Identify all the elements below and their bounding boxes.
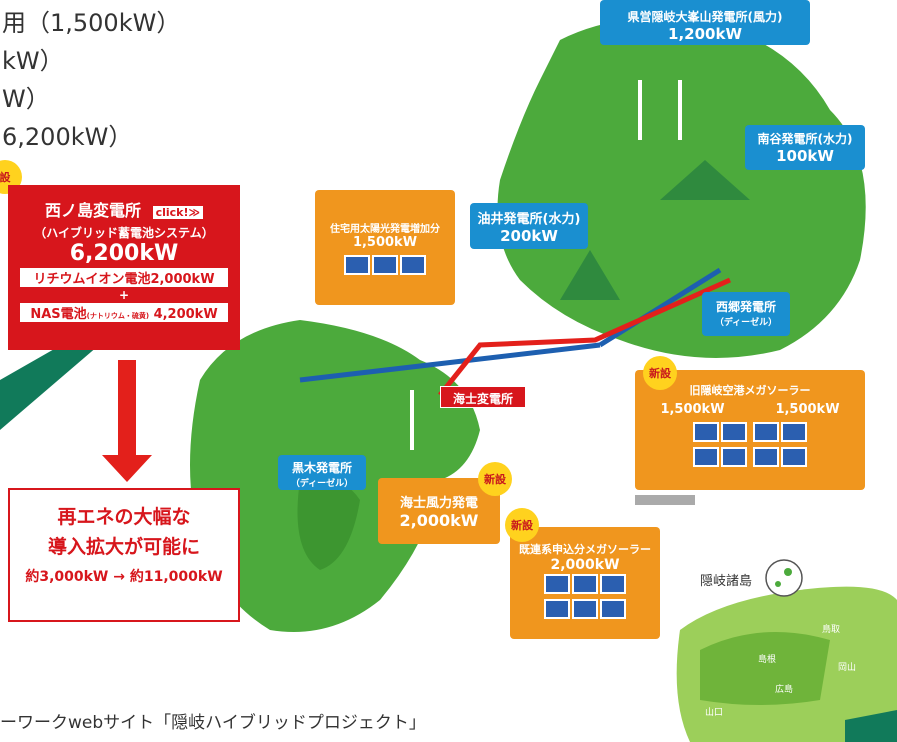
plant-value: 1,500kW (660, 402, 724, 417)
plant-value: 200kW (470, 227, 588, 245)
label: 黒木発電所（ディーゼル） (278, 455, 366, 490)
lithium: リチウムイオン電池2,000kW (20, 268, 228, 287)
nas: NAS電池 (30, 307, 86, 322)
prefecture: 山口 (705, 705, 723, 718)
plant-name: 県営隠岐大峯山発電所(風力) (600, 8, 810, 25)
substation-total: 6,200kW (8, 241, 240, 266)
plant-value: 2,000kW (510, 557, 660, 573)
plant-name: 住宅用太陽光発電増加分 (315, 220, 455, 235)
plant-name: 黒木発電所 (278, 459, 366, 476)
badge: 新設 (643, 356, 677, 390)
intro-line: 6,200kW） (2, 118, 180, 156)
prefecture: 島根 (758, 652, 776, 665)
plant-name: 油井発電所(水力) (470, 208, 588, 227)
intro: 用（1,500kW） kW） W） 6,200kW） (2, 4, 180, 156)
plant-note: （ディーゼル） (278, 476, 366, 489)
substation-system: （ハイブリッド蓄電池システム） (8, 224, 240, 241)
label: 県営隠岐大峯山発電所(風力)1,200kW (600, 0, 810, 45)
plant-value: 1,200kW (600, 25, 810, 43)
plant-note: （ディーゼル） (702, 315, 790, 328)
prefecture: 広島 (775, 682, 793, 695)
plant-name: 南谷発電所(水力) (745, 130, 865, 147)
callout: 再エネの大幅な 導入拡大が可能に 約3,000kW → 約11,000kW (8, 488, 240, 622)
plant-name: 西郷発電所 (702, 298, 790, 315)
plant-value: 2,000kW (378, 511, 500, 530)
page: 用（1,500kW） kW） W） 6,200kW） 設 西ノ島変電所 clic… (0, 0, 897, 742)
plant-value: 1,500kW (315, 235, 455, 250)
label: 海士変電所 (440, 386, 526, 408)
plus: + (8, 289, 240, 301)
intro-line: 用（1,500kW） (2, 4, 180, 42)
label: 西郷発電所（ディーゼル） (702, 292, 790, 336)
prefecture: 鳥取 (822, 622, 840, 635)
badge: 新設 (478, 462, 512, 496)
plant-name: 既連系申込分メガソーラー (510, 541, 660, 557)
intro-line: W） (2, 80, 180, 118)
badge: 新設 (505, 508, 539, 542)
label: 南谷発電所(水力)100kW (745, 125, 865, 170)
source: ーワークwebサイト「隠岐ハイブリッドプロジェクト」 (0, 708, 426, 733)
nas-value: 4,200kW (154, 307, 218, 322)
nas-note: (ナトリウム・硫黄) (87, 312, 149, 320)
label: 油井発電所(水力)200kW (470, 203, 588, 249)
plant-value: 100kW (745, 147, 865, 165)
substation-name: 西ノ島変電所 (45, 201, 141, 220)
click-button[interactable]: click!≫ (153, 206, 203, 219)
intro-line: kW） (2, 42, 180, 80)
plant-value: 1,500kW (775, 402, 839, 417)
substation-box: 西ノ島変電所 click!≫ （ハイブリッド蓄電池システム） 6,200kW リ… (8, 185, 240, 350)
callout-line: 再エネの大幅な (10, 502, 238, 532)
callout-change: 約3,000kW → 約11,000kW (10, 562, 238, 592)
callout-line: 導入拡大が可能に (10, 532, 238, 562)
plant-name: 海士風力発電 (378, 492, 500, 511)
map-title: 隠岐諸島 (700, 570, 752, 589)
prefecture: 岡山 (838, 660, 856, 673)
